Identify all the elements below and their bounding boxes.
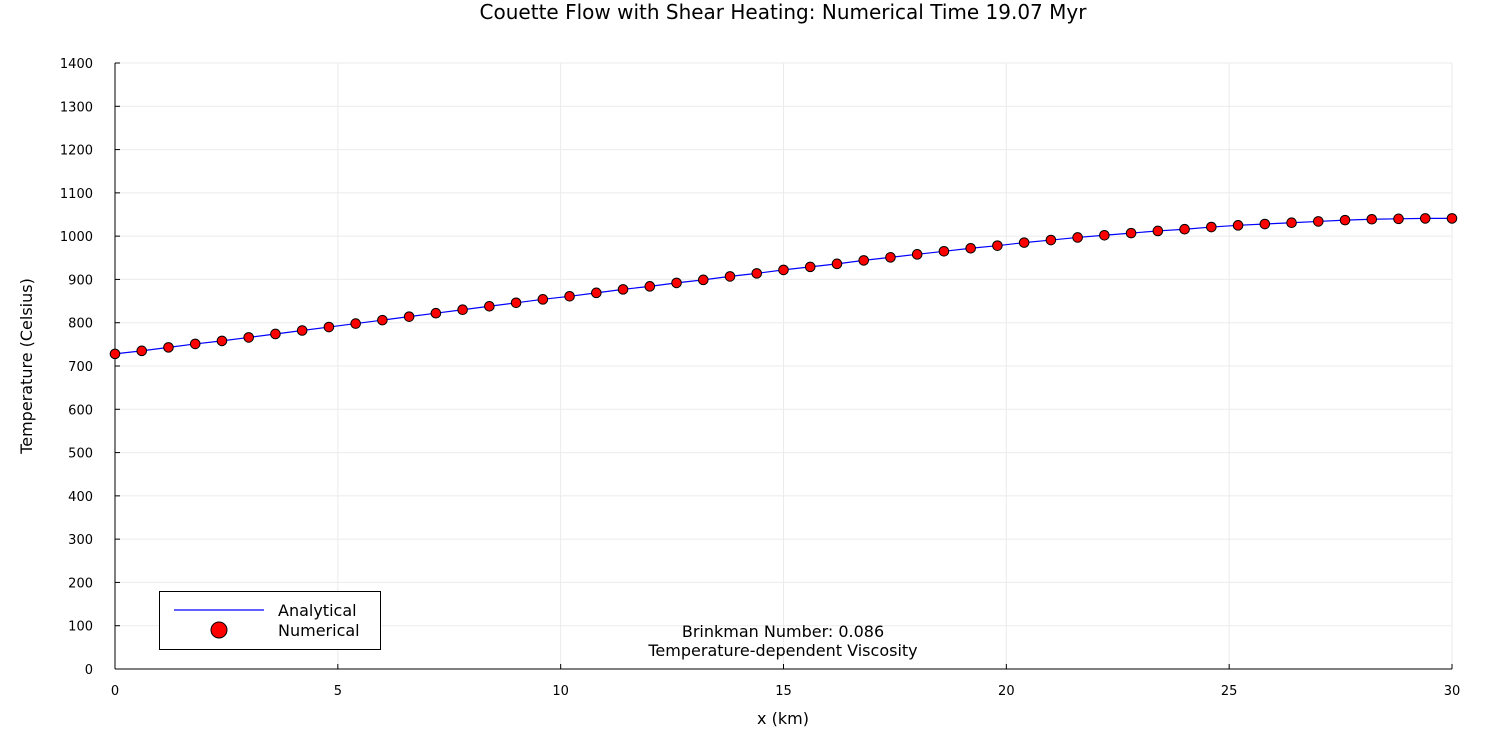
numerical-point	[377, 314, 388, 326]
y-tick-label: 1100	[60, 187, 93, 202]
x-tick-label: 15	[775, 684, 792, 699]
x-tick-label: 5	[334, 684, 342, 699]
numerical-point	[1072, 232, 1083, 243]
x-tick-label: 30	[1444, 684, 1461, 699]
y-tick-label: 900	[68, 273, 93, 288]
numerical-point	[1446, 213, 1458, 224]
numerical-point	[510, 297, 522, 309]
numerical-point	[1259, 218, 1271, 230]
numerical-point	[751, 268, 763, 279]
numerical-point	[457, 304, 468, 316]
numerical-point	[270, 328, 281, 340]
y-tick-label: 300	[68, 533, 93, 548]
y-tick-label: 400	[68, 490, 93, 505]
numerical-point	[858, 255, 870, 266]
legend-numerical-marker	[210, 621, 228, 639]
annotation-brinkman: Brinkman Number: 0.086	[682, 622, 884, 641]
numerical-point	[216, 335, 228, 347]
x-tick-label: 10	[552, 684, 569, 699]
x-tick-label: 0	[111, 684, 119, 699]
legend-numerical-label: Numerical	[278, 621, 360, 640]
numerical-point	[1206, 221, 1217, 233]
y-tick-label: 600	[68, 403, 93, 418]
numerical-point	[617, 284, 629, 295]
numerical-point	[778, 264, 789, 276]
axes: 0 5 10 15 20 25 300100200300400500600700800900…	[60, 57, 1460, 699]
numerical-point	[537, 294, 549, 305]
numerical-point	[403, 311, 415, 322]
numerical-point	[1419, 213, 1431, 224]
y-tick-label: 800	[68, 317, 93, 332]
numerical-point	[1099, 229, 1110, 241]
y-tick-label: 0	[85, 663, 93, 678]
numerical-point	[938, 245, 950, 257]
y-tick-label: 1300	[60, 100, 93, 115]
numerical-point	[109, 348, 121, 360]
y-tick-label: 1200	[60, 144, 93, 159]
chart-title: Couette Flow with Shear Heating: Numeric…	[480, 0, 1088, 24]
grid	[114, 62, 1453, 670]
y-tick-label: 1400	[60, 57, 93, 72]
numerical-point	[136, 345, 148, 357]
numerical-point	[644, 281, 656, 292]
numerical-point	[564, 291, 575, 302]
numerical-point	[1045, 234, 1057, 246]
numerical-point	[163, 342, 174, 353]
numerical-point	[965, 242, 976, 254]
numerical-point	[189, 338, 201, 350]
numerical-point	[296, 325, 308, 336]
y-tick-label: 200	[68, 576, 93, 591]
numerical-point	[831, 258, 843, 270]
numerical-point	[1366, 213, 1378, 225]
y-tick-label: 1000	[60, 230, 93, 245]
numerical-point	[697, 274, 709, 286]
numerical-point	[1393, 213, 1404, 225]
numerical-point	[885, 252, 896, 263]
x-tick-label: 20	[998, 684, 1015, 699]
numerical-point	[1179, 223, 1190, 235]
legend-analytical-label: Analytical	[278, 601, 357, 620]
legend-box	[159, 591, 381, 650]
numerical-point	[911, 249, 923, 260]
x-tick-label: 25	[1221, 684, 1238, 699]
numerical-point	[724, 271, 736, 282]
annotation-viscosity: Temperature-dependent Viscosity	[647, 641, 917, 660]
numerical-point	[1232, 220, 1244, 231]
series-layer	[109, 213, 1458, 360]
numerical-point	[484, 300, 495, 312]
numerical-point	[1152, 225, 1164, 237]
numerical-point	[1018, 237, 1030, 248]
numerical-point	[992, 240, 1003, 251]
y-tick-label: 100	[68, 620, 93, 635]
numerical-point	[1313, 216, 1324, 227]
y-axis-label: Temperature (Celsius)	[17, 278, 36, 455]
legend: Analytical Numerical	[159, 591, 381, 650]
y-tick-label: 500	[68, 447, 93, 462]
numerical-point	[243, 332, 254, 343]
numerical-point	[350, 318, 361, 329]
numerical-point	[430, 307, 442, 319]
numerical-point	[1339, 214, 1351, 226]
numerical-point	[323, 321, 335, 333]
y-tick-label: 700	[68, 360, 93, 375]
numerical-point	[1125, 227, 1137, 239]
x-axis-label: x (km)	[757, 709, 809, 728]
numerical-point	[671, 277, 682, 289]
numerical-point	[804, 261, 816, 273]
numerical-point	[1286, 217, 1297, 229]
numerical-point	[591, 287, 602, 299]
